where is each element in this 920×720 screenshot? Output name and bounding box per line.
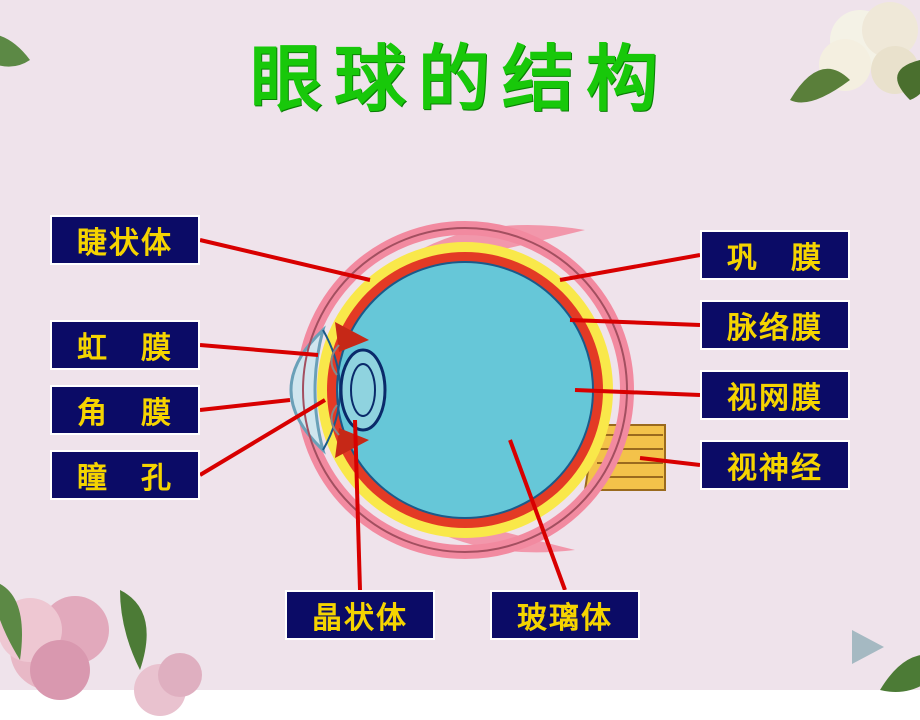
anatomy-label: 睫状体 bbox=[50, 215, 200, 265]
anatomy-label: 瞳 孔 bbox=[50, 450, 200, 500]
anatomy-label: 脉络膜 bbox=[700, 300, 850, 350]
anatomy-label: 视网膜 bbox=[700, 370, 850, 420]
anatomy-label: 角 膜 bbox=[50, 385, 200, 435]
anatomy-label: 晶状体 bbox=[285, 590, 435, 640]
anatomy-label: 巩 膜 bbox=[700, 230, 850, 280]
play-icon bbox=[844, 624, 890, 670]
next-button[interactable] bbox=[844, 624, 890, 670]
anatomy-label: 视神经 bbox=[700, 440, 850, 490]
anatomy-label: 玻璃体 bbox=[490, 590, 640, 640]
anatomy-label: 虹 膜 bbox=[50, 320, 200, 370]
